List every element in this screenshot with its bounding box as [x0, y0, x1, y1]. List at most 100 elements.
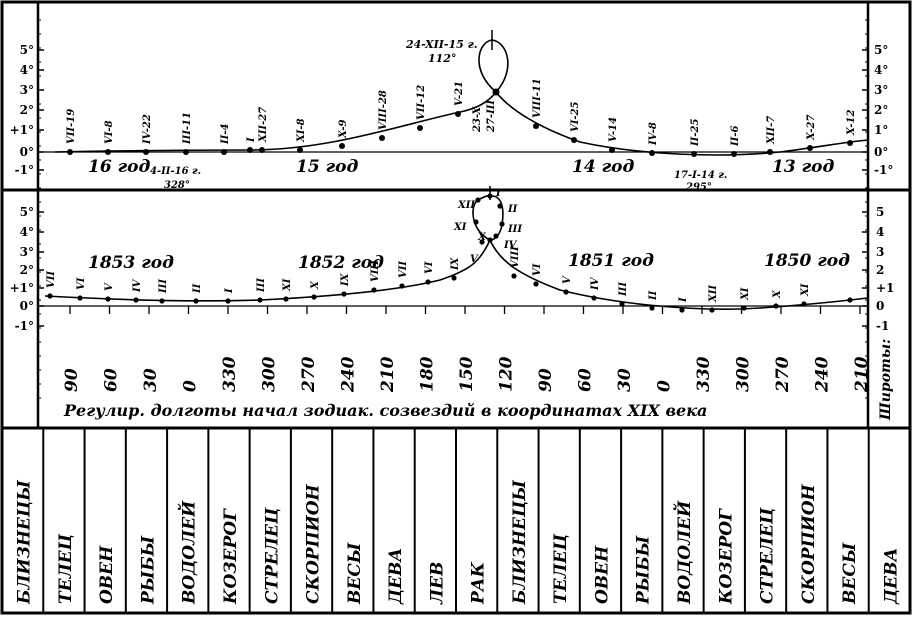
- longitude-tick-label: 270: [773, 356, 793, 393]
- point-label: V-14: [608, 117, 619, 142]
- top-year-label: 16 год: [88, 157, 150, 177]
- point-label: II-6: [730, 125, 741, 147]
- data-point: [67, 149, 73, 155]
- data-point: [425, 279, 431, 285]
- data-point: [379, 135, 385, 141]
- annotation: 4-II-16 г.: [150, 166, 201, 177]
- data-point: [225, 298, 231, 304]
- point-label: VI-8: [104, 120, 115, 144]
- data-point: [455, 111, 461, 117]
- data-point: [492, 88, 500, 96]
- zodiac-sign: БЛИЗНЕЦЫ: [510, 480, 530, 605]
- longitude-tick-label: 300: [734, 356, 754, 392]
- point-label: IV-22: [142, 114, 153, 145]
- data-point: [77, 295, 83, 301]
- point-label: X-12: [846, 109, 857, 136]
- y-label: 4°: [874, 63, 888, 77]
- zodiac-sign: РЫБЫ: [138, 535, 158, 605]
- y-label: 0°: [874, 145, 888, 159]
- loop-label: X: [477, 232, 487, 243]
- point-label: X-9: [338, 119, 349, 139]
- zodiac-sign: СКОРПИОН: [799, 483, 819, 604]
- point-label: XII-7: [766, 116, 777, 145]
- bottom-year-label: 1850 год: [764, 251, 850, 271]
- data-point: [807, 145, 813, 151]
- data-point: [183, 149, 189, 155]
- top-year-label: 14 год: [572, 157, 634, 177]
- point-label: IX: [450, 256, 461, 271]
- y-label: 3°: [20, 83, 34, 97]
- data-point: [339, 143, 345, 149]
- y-label: +1: [876, 281, 894, 295]
- data-point: [533, 281, 539, 287]
- point-label: VII-12: [416, 85, 427, 120]
- y-label: 2: [876, 263, 884, 277]
- zodiac-sign: ОВЕН: [592, 545, 612, 604]
- y-label: -1°: [874, 163, 893, 177]
- bottom-year-label: 1853 год: [88, 253, 174, 273]
- data-point: [731, 151, 737, 157]
- loop-label: IV: [503, 240, 518, 251]
- data-point: [649, 305, 655, 311]
- axis-ticks: [38, 19, 868, 399]
- point-label: XII: [708, 285, 719, 303]
- point-label: VIII: [510, 246, 521, 268]
- longitude-tick-label: 0: [655, 380, 675, 392]
- data-point: [847, 297, 853, 303]
- point-label: XI: [740, 287, 751, 301]
- point-label: I: [246, 137, 257, 143]
- longitude-ticks: 90 60 30 0 330 300 270 240 210 180 150 120 90 60 30 0 33…: [62, 306, 872, 393]
- data-point: [143, 149, 149, 155]
- longitude-tick-label: 30: [615, 368, 635, 392]
- y-label: 5°: [20, 205, 34, 219]
- data-point: [691, 151, 697, 157]
- point-label: VIII-11: [532, 78, 543, 118]
- y-label: 0°: [20, 145, 34, 159]
- data-point: [283, 296, 289, 302]
- longitude-caption: Регулир. долготы начал зодиак. созвездий…: [63, 401, 707, 420]
- point-label: VI-25: [570, 101, 581, 132]
- point-label: X-27: [806, 114, 817, 141]
- data-point: [609, 147, 615, 153]
- point-label: III: [256, 278, 267, 293]
- loop-point: [487, 193, 493, 199]
- point-label: VII: [46, 271, 57, 288]
- y-label: 3°: [874, 83, 888, 97]
- loop-label: II: [507, 204, 518, 215]
- bottom-year-label: 1852 год: [298, 253, 384, 273]
- y-label: 2°: [20, 263, 34, 277]
- zodiac-sign: ДЕВА: [386, 548, 406, 605]
- longitude-tick-label: 150: [457, 356, 477, 392]
- loop-label: V: [470, 254, 479, 265]
- data-point: [773, 303, 779, 309]
- data-point: [247, 147, 253, 153]
- point-label: X: [310, 280, 321, 290]
- data-point: [399, 283, 405, 289]
- point-label: VIII: [370, 260, 381, 282]
- data-point: [105, 296, 111, 302]
- longitude-tick-label: 60: [102, 368, 122, 392]
- annotation: 24-XII-15 г.: [405, 38, 478, 51]
- longitude-tick-label: 90: [536, 368, 556, 392]
- data-point: [767, 149, 773, 155]
- loop-point: [475, 197, 481, 203]
- zodiac-sign: РЫБЫ: [634, 535, 654, 605]
- y-label: 4°: [20, 225, 34, 239]
- y-label: -1°: [15, 319, 34, 333]
- point-label: II: [648, 290, 659, 301]
- zodiac-sign: ВЕСЫ: [345, 542, 365, 605]
- point-label: III: [158, 279, 169, 294]
- data-point: [133, 297, 139, 303]
- longitude-tick-label: 330: [220, 356, 240, 392]
- data-point: [847, 140, 853, 146]
- longitude-tick-label: 30: [141, 368, 161, 392]
- zodiac-sign: ДЕВА: [881, 548, 901, 605]
- bottom-points: VII VI V IV III II I III XI X IX VIII VII VI IX VIIIVIV…: [46, 193, 853, 313]
- point-label: XI-8: [296, 118, 307, 143]
- y-label: 5: [876, 205, 884, 219]
- bottom-year-label: 1851 год: [568, 251, 654, 271]
- zodiac-sign: ЛЕВ: [427, 562, 447, 605]
- annotation: 328°: [164, 180, 190, 191]
- zodiac-sign: РАК: [469, 561, 489, 605]
